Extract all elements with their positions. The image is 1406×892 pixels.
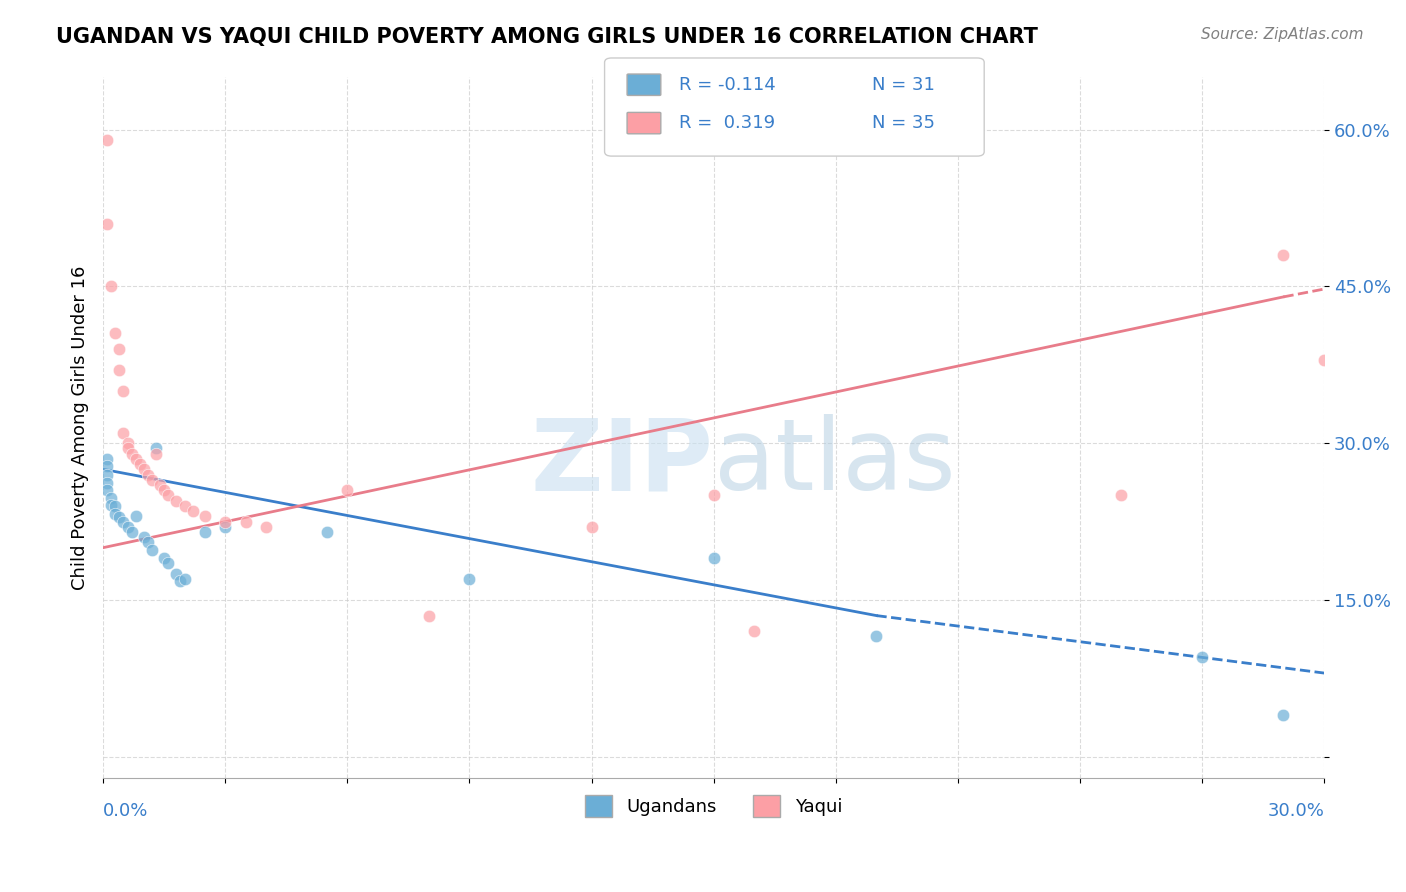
- Legend: Ugandans, Yaqui: Ugandans, Yaqui: [578, 788, 849, 824]
- Point: [214, 520, 236, 534]
- Point: [336, 483, 359, 498]
- Text: atlas: atlas: [714, 414, 955, 511]
- Point: [100, 491, 122, 505]
- Point: [1109, 488, 1132, 502]
- Point: [744, 624, 766, 639]
- Point: [214, 515, 236, 529]
- Point: [104, 326, 127, 341]
- Point: [145, 442, 167, 456]
- Point: [141, 542, 163, 557]
- Point: [254, 520, 277, 534]
- Point: [96, 483, 118, 498]
- Point: [121, 524, 143, 539]
- Point: [96, 459, 118, 474]
- Point: [121, 447, 143, 461]
- Point: [173, 499, 195, 513]
- Point: [112, 425, 135, 440]
- Text: R =  0.319: R = 0.319: [679, 114, 775, 132]
- Point: [128, 457, 150, 471]
- Point: [141, 473, 163, 487]
- Point: [96, 133, 118, 147]
- Point: [581, 520, 603, 534]
- Point: [153, 483, 176, 498]
- Point: [100, 498, 122, 512]
- Text: UGANDAN VS YAQUI CHILD POVERTY AMONG GIRLS UNDER 16 CORRELATION CHART: UGANDAN VS YAQUI CHILD POVERTY AMONG GIR…: [56, 27, 1038, 46]
- Point: [96, 467, 118, 482]
- Point: [96, 451, 118, 466]
- Point: [173, 572, 195, 586]
- Point: [136, 535, 159, 549]
- Point: [149, 478, 172, 492]
- Point: [865, 630, 887, 644]
- Point: [157, 488, 180, 502]
- Point: [117, 520, 139, 534]
- Point: [316, 524, 339, 539]
- Y-axis label: Child Poverty Among Girls Under 16: Child Poverty Among Girls Under 16: [72, 265, 89, 590]
- Point: [165, 493, 187, 508]
- Point: [458, 572, 481, 586]
- Point: [125, 451, 148, 466]
- Text: R = -0.114: R = -0.114: [679, 76, 776, 94]
- Point: [703, 488, 725, 502]
- Point: [112, 384, 135, 398]
- Point: [165, 566, 187, 581]
- Point: [1272, 248, 1295, 262]
- Point: [194, 524, 217, 539]
- Point: [125, 509, 148, 524]
- Text: 30.0%: 30.0%: [1267, 802, 1324, 820]
- Point: [169, 574, 191, 588]
- Text: N = 31: N = 31: [872, 76, 935, 94]
- Point: [157, 557, 180, 571]
- Point: [104, 507, 127, 521]
- Text: Source: ZipAtlas.com: Source: ZipAtlas.com: [1201, 27, 1364, 42]
- Text: ZIP: ZIP: [531, 414, 714, 511]
- Point: [117, 442, 139, 456]
- Point: [153, 551, 176, 566]
- Point: [136, 467, 159, 482]
- Point: [132, 530, 155, 544]
- Point: [117, 436, 139, 450]
- Point: [1191, 650, 1213, 665]
- Point: [418, 608, 440, 623]
- Point: [194, 509, 217, 524]
- Point: [108, 510, 131, 524]
- Point: [100, 279, 122, 293]
- Point: [145, 447, 167, 461]
- Point: [108, 363, 131, 377]
- Point: [1272, 707, 1295, 722]
- Point: [235, 515, 257, 529]
- Point: [132, 462, 155, 476]
- Point: [96, 475, 118, 490]
- Point: [1313, 352, 1336, 367]
- Point: [96, 217, 118, 231]
- Text: 0.0%: 0.0%: [103, 802, 149, 820]
- Point: [108, 342, 131, 356]
- Point: [703, 551, 725, 566]
- Text: N = 35: N = 35: [872, 114, 935, 132]
- Point: [104, 499, 127, 513]
- Point: [181, 504, 204, 518]
- Point: [112, 515, 135, 529]
